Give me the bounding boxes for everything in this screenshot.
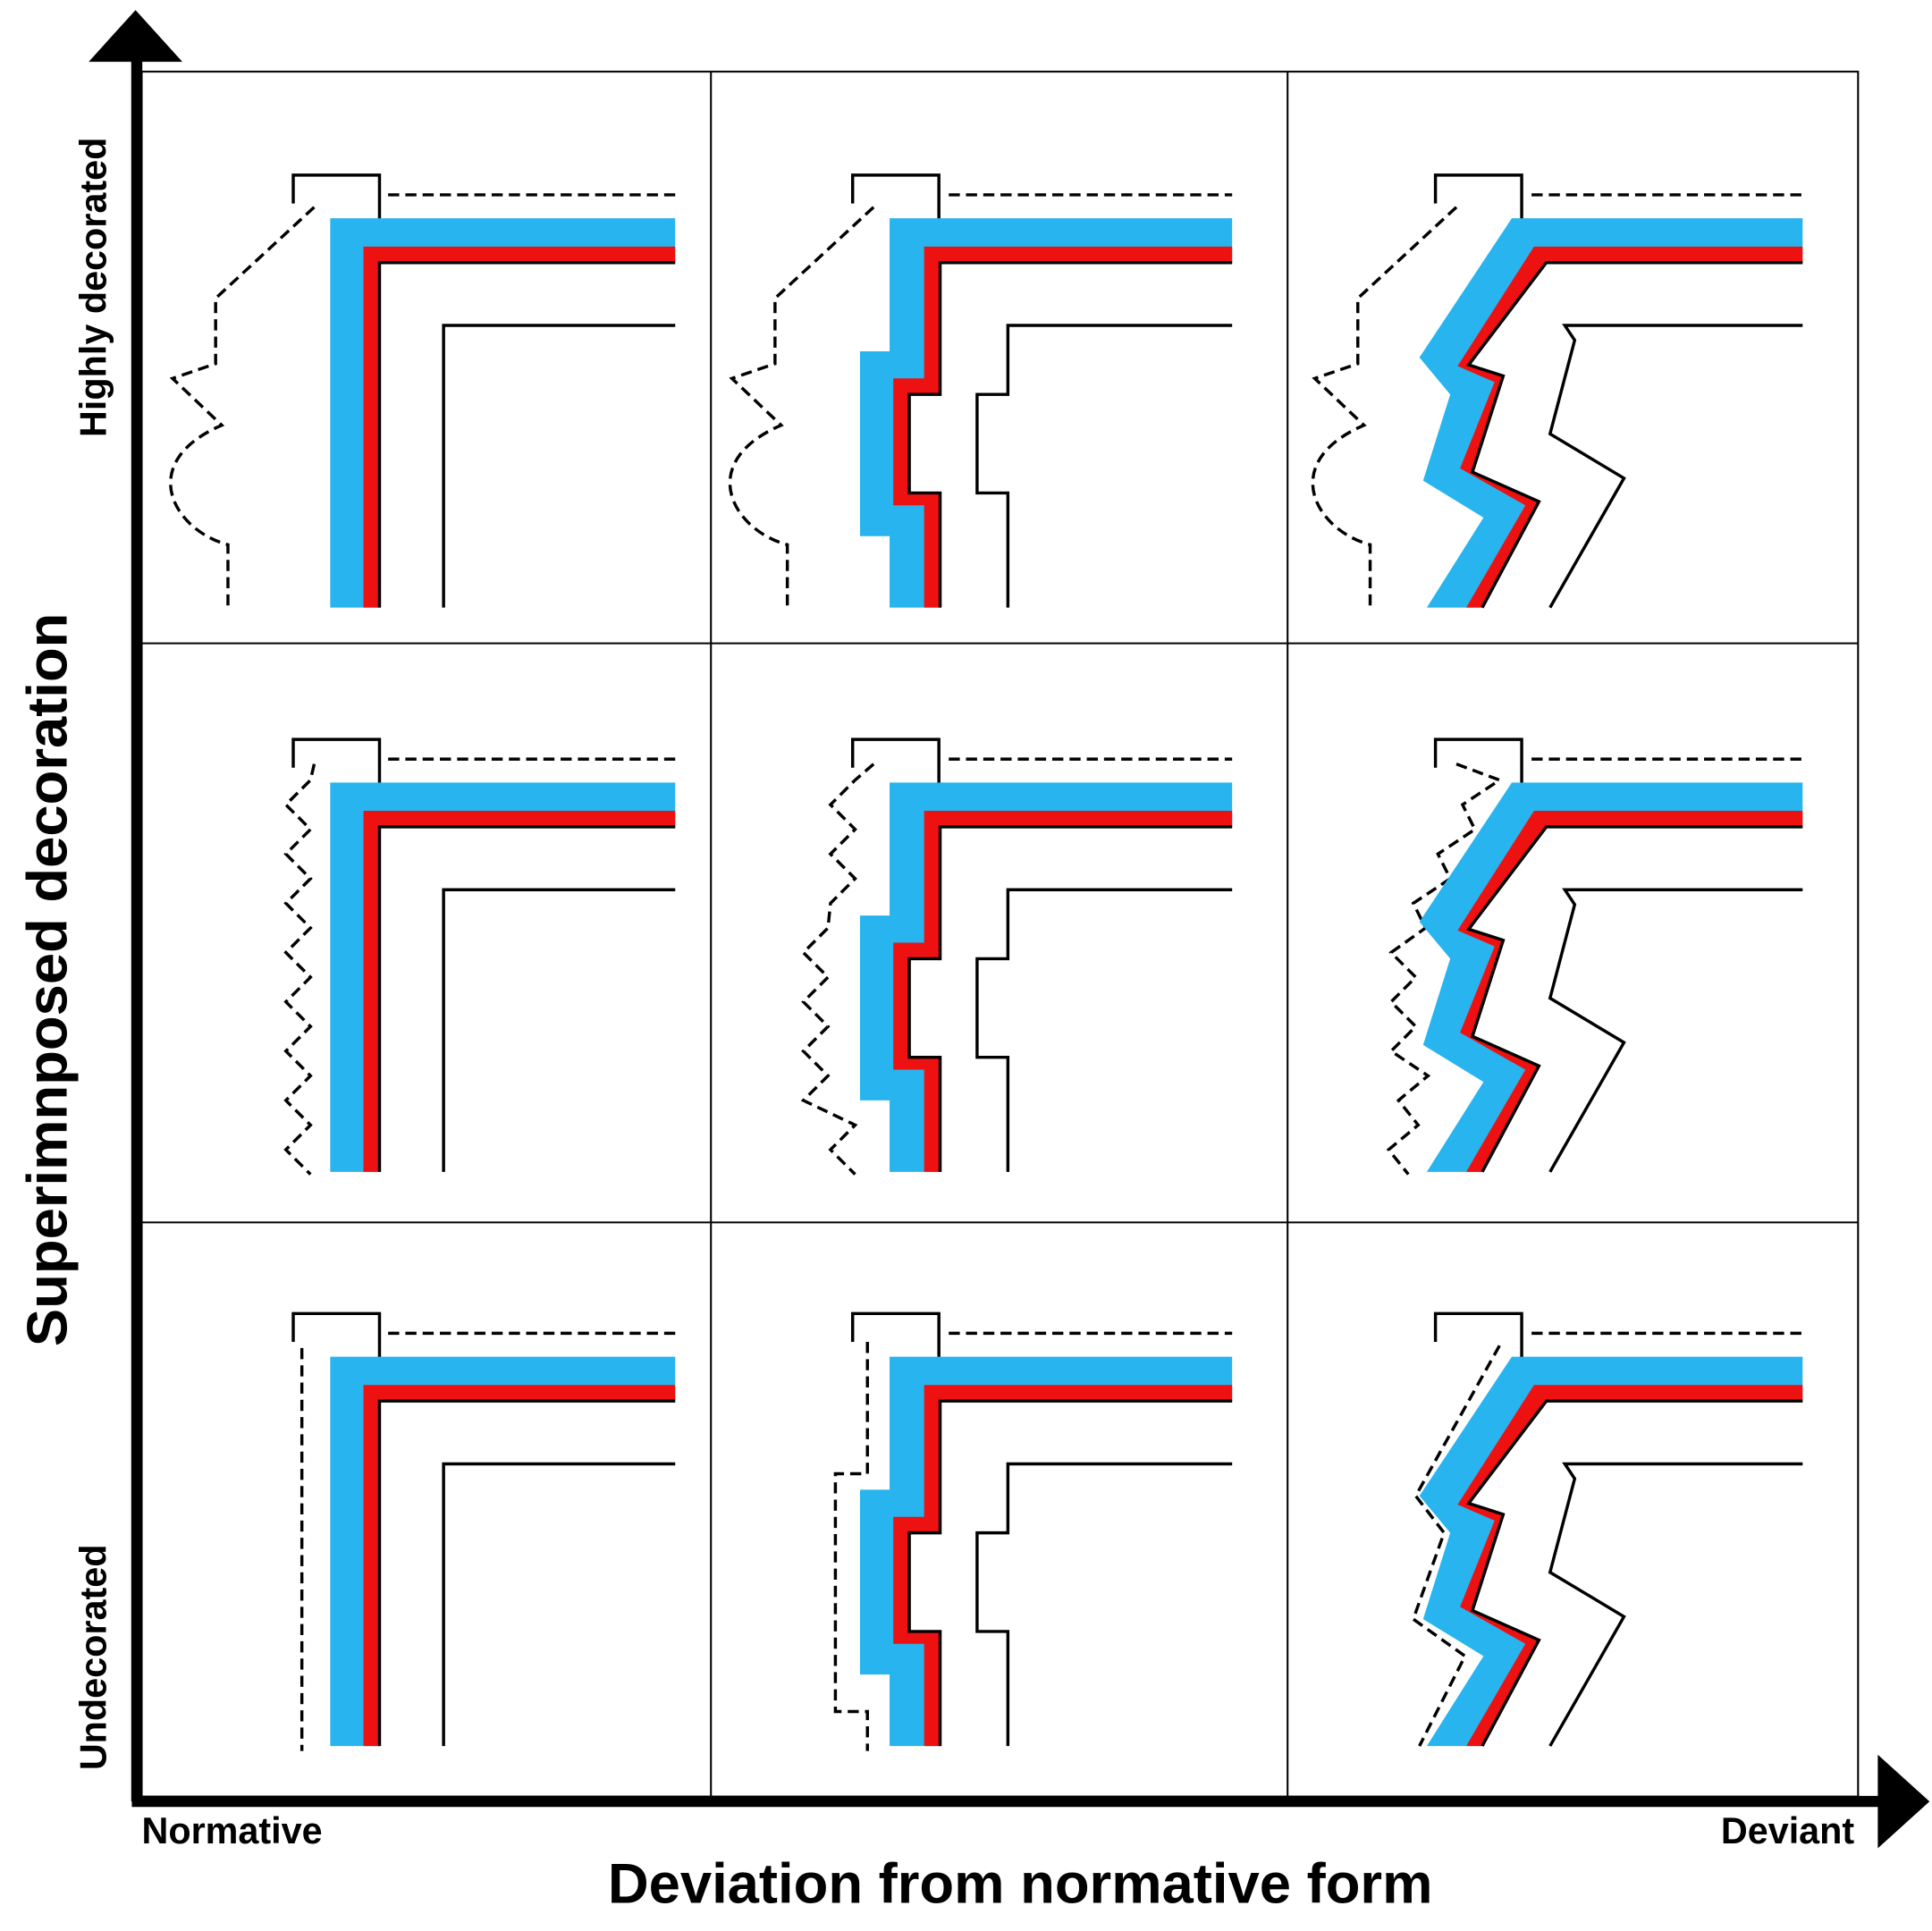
profile-edge xyxy=(907,261,1233,608)
inner-line xyxy=(975,888,1233,1172)
blue-profile xyxy=(859,218,1233,608)
red-profile xyxy=(1457,1385,1803,1747)
blue-profile xyxy=(1419,782,1803,1172)
blue-profile xyxy=(859,1356,1233,1747)
x-axis-title: Deviation from normative form xyxy=(608,1852,1433,1915)
profile-edge xyxy=(377,261,676,608)
decoration-line xyxy=(1411,1345,1501,1747)
profile-cell xyxy=(1386,738,1803,1176)
inner-line xyxy=(442,324,676,608)
cells xyxy=(169,173,1803,1751)
cap-bracket xyxy=(291,1311,382,1361)
profile-cell xyxy=(291,1311,676,1751)
cap-bracket xyxy=(850,173,941,223)
blue-profile xyxy=(330,218,676,608)
inner-line xyxy=(975,324,1233,608)
decoration-line xyxy=(1386,763,1504,1176)
profile-edge xyxy=(907,825,1233,1172)
cap-bracket xyxy=(291,173,382,223)
profile-edge xyxy=(1465,261,1803,609)
red-profile xyxy=(893,1385,1233,1747)
decoration-line xyxy=(728,206,875,608)
y-axis-start-label: Undecorated xyxy=(72,1545,114,1771)
profile-edge xyxy=(377,825,676,1172)
cap-bracket xyxy=(1433,173,1523,223)
cap-bracket xyxy=(1433,1311,1523,1361)
decoration-line xyxy=(169,206,316,608)
decoration-line xyxy=(1311,206,1458,608)
profile-cell xyxy=(833,1311,1233,1751)
red-profile xyxy=(893,246,1233,608)
red-profile xyxy=(363,811,676,1172)
profile-cell xyxy=(283,738,676,1176)
profile-cell xyxy=(1411,1311,1803,1747)
profile-edge xyxy=(1465,1399,1803,1747)
profile-cell xyxy=(169,173,676,608)
inner-line xyxy=(442,888,676,1172)
decoration-line xyxy=(800,763,875,1176)
inner-line xyxy=(1548,1462,1803,1747)
cap-bracket xyxy=(291,738,382,787)
decoration-line xyxy=(283,763,316,1176)
inner-line xyxy=(1548,888,1803,1173)
inner-line xyxy=(442,1462,676,1747)
blue-profile xyxy=(859,782,1233,1172)
red-profile xyxy=(1457,811,1803,1172)
red-profile xyxy=(893,811,1233,1172)
cap-bracket xyxy=(850,1311,941,1361)
profile-edge xyxy=(1465,825,1803,1173)
profile-edge xyxy=(907,1399,1233,1747)
profile-edge xyxy=(377,1399,676,1747)
red-profile xyxy=(363,246,676,608)
blue-profile xyxy=(1419,218,1803,608)
decoration-line xyxy=(833,1342,869,1751)
x-axis-arrow xyxy=(1877,1754,1930,1849)
inner-line xyxy=(975,1462,1233,1747)
x-axis-start-label: Normative xyxy=(141,1810,322,1851)
y-axis-title: Superimnposed decoration xyxy=(17,613,80,1346)
profile-cell xyxy=(800,738,1233,1176)
profile-cell xyxy=(728,173,1233,608)
x-axis-end-label: Deviant xyxy=(1721,1810,1855,1851)
inner-line xyxy=(1548,324,1803,609)
red-profile xyxy=(1457,246,1803,608)
blue-profile xyxy=(330,782,676,1172)
cap-bracket xyxy=(850,738,941,787)
y-axis-end-label: Highly decorated xyxy=(72,138,114,437)
y-axis-arrow xyxy=(89,10,182,63)
cap-bracket xyxy=(1433,738,1523,787)
blue-profile xyxy=(1419,1356,1803,1747)
grid-frame xyxy=(140,71,1860,1798)
blue-profile xyxy=(330,1356,676,1747)
red-profile xyxy=(363,1385,676,1747)
profile-cell xyxy=(1311,173,1803,609)
